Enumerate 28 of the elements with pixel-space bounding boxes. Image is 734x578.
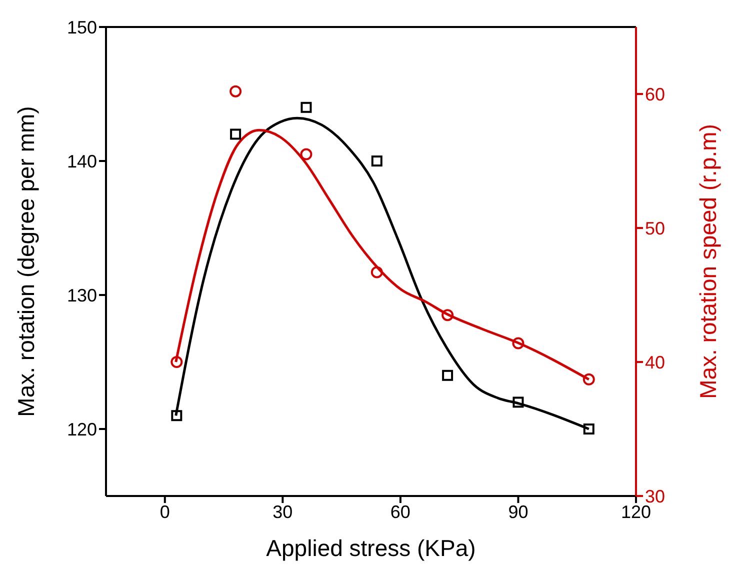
point <box>442 370 454 381</box>
point <box>442 309 454 322</box>
point <box>171 410 182 422</box>
point <box>512 396 524 408</box>
point <box>300 148 312 160</box>
y-tick-label: 120 <box>66 419 97 440</box>
point <box>230 128 242 140</box>
point <box>370 266 383 278</box>
x-axis-title: Applied stress (KPa) <box>266 535 476 561</box>
point <box>582 373 595 386</box>
y-tick-label: 150 <box>66 17 97 38</box>
y2-tick-label: 50 <box>645 218 666 238</box>
point <box>300 102 312 113</box>
y2-tick-label: 40 <box>645 352 666 372</box>
point <box>583 424 594 434</box>
x-tick-label: 60 <box>390 502 410 522</box>
point <box>170 356 183 368</box>
y-axis-title: Max. rotation (degree per mm) <box>13 106 40 417</box>
y-tick-label: 130 <box>66 285 97 306</box>
point <box>371 156 382 166</box>
x-tick-label: 30 <box>272 502 293 522</box>
point <box>230 85 242 98</box>
y2-axis-title: Max. rotation speed (r.p.m) <box>695 124 722 399</box>
x-tick-label: 0 <box>160 502 170 522</box>
y-tick-label: 140 <box>66 151 97 172</box>
y2-tick-label: 60 <box>645 84 666 104</box>
point <box>512 337 524 350</box>
x-tick-label: 90 <box>508 502 528 522</box>
